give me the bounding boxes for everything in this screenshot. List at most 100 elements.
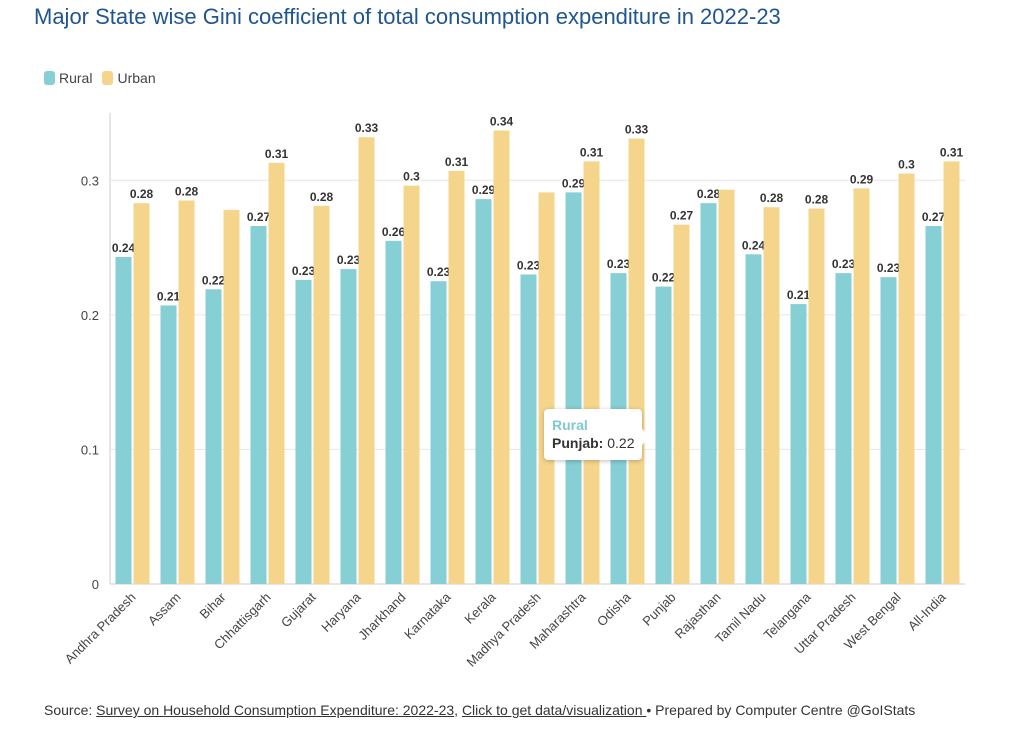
data-label-urban: 0.34: [490, 114, 514, 128]
bar-urban: [133, 203, 150, 585]
bar-urban: [898, 173, 915, 585]
bar-urban: [673, 224, 690, 585]
bar-urban: [718, 189, 735, 584]
source-data-link[interactable]: Click to get data/visualization: [461, 702, 647, 718]
legend-swatch-rural: [44, 71, 55, 85]
y-tick-label: 0.3: [81, 173, 99, 188]
chart-title: Major State wise Gini coefficient of tot…: [34, 4, 781, 29]
x-tick-label: Odisha: [594, 589, 634, 629]
data-label-rural: 0.24: [742, 238, 766, 252]
bar-rural: [295, 279, 312, 584]
bar-rural: [745, 254, 762, 585]
source-survey-link[interactable]: Survey on Household Consumption Expendit…: [96, 702, 455, 718]
bar-rural: [340, 269, 357, 584]
data-label-urban: 0.3: [403, 170, 420, 184]
data-label-urban: 0.31: [445, 155, 469, 169]
data-label-rural: 0.21: [157, 289, 181, 303]
hover-tooltip: Rural Punjab: 0.22: [544, 409, 650, 460]
data-label-urban: 0.33: [355, 121, 379, 135]
data-label-urban: 0.3: [898, 158, 915, 172]
bar-rural: [520, 274, 537, 584]
data-label-urban: 0.31: [940, 145, 964, 159]
data-label-rural: 0.21: [787, 288, 811, 302]
tooltip-value: 0.22: [607, 435, 635, 451]
y-tick-label: 0.2: [81, 308, 99, 323]
data-label-rural: 0.28: [697, 187, 721, 201]
bar-urban: [538, 192, 555, 584]
x-tick-label: All-India: [905, 589, 949, 633]
bar-urban: [853, 188, 870, 585]
bar-urban: [448, 170, 465, 584]
x-tick-label: Jharkhand: [355, 590, 409, 644]
bar-urban: [628, 138, 645, 584]
bar-rural: [115, 256, 132, 584]
x-tick-label: Karnataka: [401, 589, 454, 642]
bar-urban: [808, 208, 825, 584]
source-prefix: Source:: [44, 702, 97, 718]
bar-rural: [790, 304, 807, 584]
bar-urban: [493, 130, 510, 584]
x-tick-label: Kerala: [461, 589, 499, 627]
bar-rural: [655, 286, 672, 584]
bar-rural: [250, 226, 267, 585]
legend: Rural Urban: [44, 70, 156, 86]
tooltip-label: Punjab:: [552, 435, 604, 451]
y-tick-label: 0.1: [81, 442, 99, 457]
x-tick-label: Gujarat: [278, 589, 319, 630]
bar-rural: [385, 240, 402, 585]
data-label-rural: 0.23: [517, 258, 541, 272]
bar-urban: [178, 200, 195, 584]
x-tick-label: Punjab: [639, 590, 678, 629]
data-label-rural: 0.23: [877, 261, 901, 275]
x-tick-label: Assam: [145, 590, 184, 629]
data-label-urban: 0.31: [580, 145, 604, 159]
data-label-rural: 0.29: [562, 176, 586, 190]
bar-urban: [943, 161, 960, 584]
data-label-rural: 0.26: [382, 225, 406, 239]
bar-rural: [700, 203, 717, 585]
bar-rural: [430, 281, 447, 584]
bar-rural: [160, 305, 177, 584]
source-note: Source: Survey on Household Consumption …: [44, 702, 915, 718]
data-label-urban: 0.28: [130, 187, 154, 201]
data-label-rural: 0.23: [832, 257, 856, 271]
data-label-urban: 0.29: [850, 172, 874, 186]
tooltip-series: Rural: [552, 417, 588, 433]
bar-urban: [763, 207, 780, 584]
legend-item-rural[interactable]: Rural: [44, 70, 92, 86]
data-label-urban: 0.31: [265, 147, 289, 161]
bar-rural: [835, 273, 852, 584]
source-separator: ,: [454, 702, 462, 718]
x-tick-label: Haryana: [318, 589, 364, 635]
bar-urban: [223, 209, 240, 585]
y-tick-label: 0: [92, 577, 99, 592]
data-label-urban: 0.28: [805, 193, 829, 207]
bar-chart: 0 0.1 0.2 0.3 0.24 0.28 Andhra Pradesh 0.21 0.28…: [62, 113, 965, 670]
data-label-rural: 0.23: [607, 257, 631, 271]
data-label-urban: 0.33: [625, 123, 649, 137]
bar-rural: [880, 277, 897, 584]
data-label-urban: 0.28: [310, 190, 334, 204]
bar-urban: [313, 205, 330, 584]
bar-urban: [403, 185, 420, 584]
data-label-rural: 0.22: [202, 273, 226, 287]
data-label-rural: 0.22: [652, 271, 676, 285]
legend-swatch-urban: [102, 71, 114, 85]
bar-rural: [925, 226, 942, 585]
x-tick-label: Andhra Pradesh: [62, 590, 139, 667]
x-tick-label: Bihar: [197, 589, 230, 622]
data-label-urban: 0.27: [670, 209, 694, 223]
data-label-rural: 0.23: [292, 264, 316, 278]
bar-rural: [475, 199, 492, 584]
data-label-urban: 0.28: [760, 191, 784, 205]
legend-item-urban[interactable]: Urban: [102, 70, 156, 86]
bar-rural: [205, 289, 222, 584]
data-label-rural: 0.23: [427, 265, 451, 279]
data-label-rural: 0.23: [337, 253, 361, 267]
bar-rural: [565, 192, 582, 584]
source-suffix: • Prepared by Computer Centre @GoIStats: [646, 702, 916, 718]
legend-label-urban: Urban: [117, 70, 156, 86]
legend-label-rural: Rural: [59, 70, 93, 86]
data-label-rural: 0.24: [112, 241, 136, 255]
data-label-rural: 0.27: [247, 210, 271, 224]
